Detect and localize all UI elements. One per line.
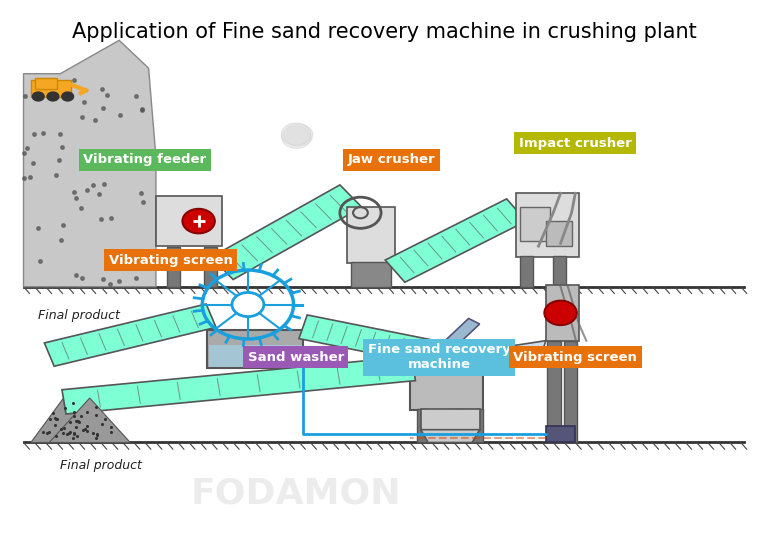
FancyBboxPatch shape bbox=[548, 341, 561, 443]
FancyBboxPatch shape bbox=[520, 207, 550, 240]
FancyBboxPatch shape bbox=[410, 343, 483, 410]
FancyBboxPatch shape bbox=[156, 196, 222, 246]
FancyBboxPatch shape bbox=[31, 80, 71, 97]
Polygon shape bbox=[299, 315, 432, 364]
Text: Impact crusher: Impact crusher bbox=[519, 137, 631, 150]
Text: Final product: Final product bbox=[38, 309, 120, 322]
FancyBboxPatch shape bbox=[209, 345, 302, 367]
Text: Jaw crusher: Jaw crusher bbox=[348, 153, 435, 167]
Polygon shape bbox=[62, 356, 415, 414]
Text: Vibrating screen: Vibrating screen bbox=[513, 351, 637, 364]
Text: Vibrating screen: Vibrating screen bbox=[109, 254, 233, 267]
Polygon shape bbox=[45, 304, 216, 366]
FancyBboxPatch shape bbox=[204, 247, 217, 287]
Polygon shape bbox=[465, 340, 546, 374]
Circle shape bbox=[183, 209, 215, 233]
Polygon shape bbox=[49, 398, 131, 443]
FancyBboxPatch shape bbox=[516, 193, 579, 257]
Text: Final product: Final product bbox=[60, 459, 142, 472]
Circle shape bbox=[47, 92, 59, 101]
Circle shape bbox=[283, 124, 313, 146]
Circle shape bbox=[281, 123, 311, 145]
Circle shape bbox=[545, 301, 577, 325]
Polygon shape bbox=[439, 319, 480, 352]
FancyBboxPatch shape bbox=[351, 262, 392, 287]
FancyBboxPatch shape bbox=[454, 409, 465, 443]
FancyBboxPatch shape bbox=[207, 330, 303, 368]
FancyBboxPatch shape bbox=[520, 256, 533, 287]
Text: Sand washer: Sand washer bbox=[247, 351, 344, 364]
FancyBboxPatch shape bbox=[546, 426, 575, 443]
Circle shape bbox=[282, 126, 311, 149]
FancyBboxPatch shape bbox=[564, 341, 578, 443]
Text: FODAMON: FODAMON bbox=[190, 477, 401, 510]
Text: Application of Fine sand recovery machine in crushing plant: Application of Fine sand recovery machin… bbox=[71, 22, 697, 42]
FancyBboxPatch shape bbox=[167, 247, 180, 287]
Text: Fine sand recovery
machine: Fine sand recovery machine bbox=[368, 343, 511, 371]
FancyBboxPatch shape bbox=[546, 221, 571, 246]
FancyBboxPatch shape bbox=[35, 78, 57, 89]
Polygon shape bbox=[31, 392, 104, 443]
FancyBboxPatch shape bbox=[421, 409, 480, 430]
Text: Vibrating feeder: Vibrating feeder bbox=[84, 153, 207, 167]
FancyBboxPatch shape bbox=[347, 207, 395, 263]
Polygon shape bbox=[421, 430, 480, 443]
FancyBboxPatch shape bbox=[553, 256, 567, 287]
FancyBboxPatch shape bbox=[417, 409, 428, 443]
Circle shape bbox=[61, 92, 74, 101]
Polygon shape bbox=[24, 40, 156, 287]
FancyBboxPatch shape bbox=[546, 285, 579, 340]
Polygon shape bbox=[211, 185, 362, 280]
Polygon shape bbox=[386, 199, 526, 282]
FancyBboxPatch shape bbox=[472, 409, 483, 443]
Circle shape bbox=[32, 92, 44, 101]
